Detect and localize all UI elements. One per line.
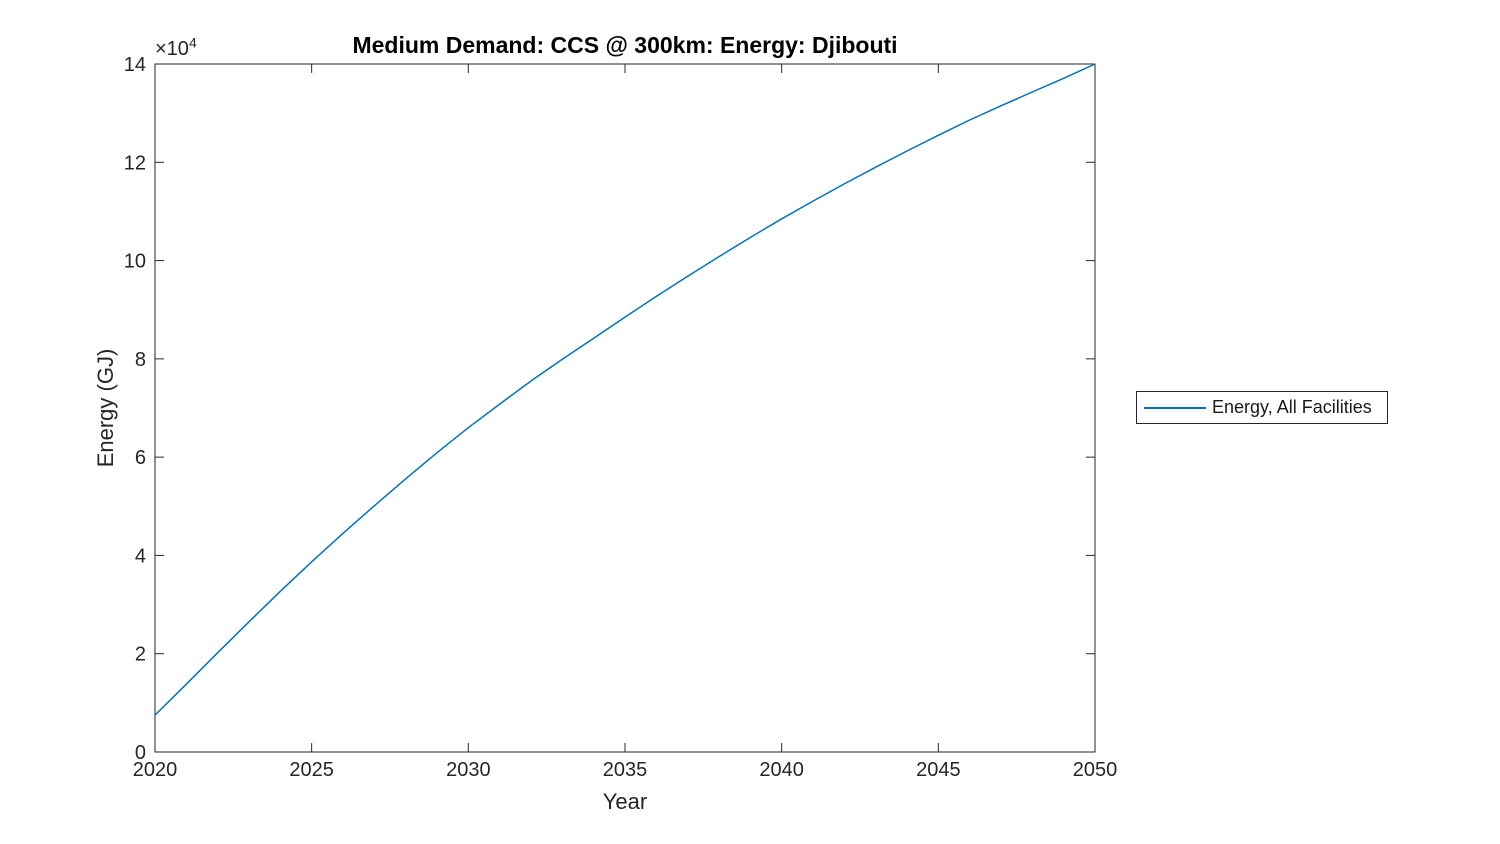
- legend-line-sample-icon: [1144, 406, 1206, 409]
- y-axis-multiplier-base: ×10: [155, 38, 189, 60]
- chart-title: Medium Demand: CCS @ 300km: Energy: Djib…: [352, 32, 898, 58]
- x-tick-label: 2045: [916, 759, 961, 781]
- x-tick-label: 2025: [289, 759, 334, 781]
- series-line-energy-all-facilities: [154, 63, 1096, 716]
- y-tick-label: 4: [135, 545, 146, 567]
- y-tick-label: 14: [124, 54, 146, 76]
- x-tick-label: 2040: [759, 759, 804, 781]
- axes-box: [154, 63, 1096, 753]
- x-tick-label: 2020: [133, 759, 178, 781]
- y-tick-label: 10: [124, 251, 146, 273]
- y-axis-multiplier-exponent: 4: [188, 34, 197, 51]
- y-tick-label: 6: [135, 447, 146, 469]
- y-tick-label: 12: [124, 152, 146, 174]
- x-tick-label: 2030: [446, 759, 491, 781]
- y-tick-label: 0: [135, 742, 146, 764]
- y-tick-label: 2: [135, 644, 146, 666]
- x-axis-label: Year: [602, 789, 648, 814]
- x-tick-label: 2035: [603, 759, 648, 781]
- legend-entry-label: Energy, All Facilities: [1212, 397, 1372, 417]
- y-tick-label: 8: [135, 349, 146, 371]
- y-axis-label: Energy (GJ): [93, 348, 118, 468]
- x-tick-label: 2050: [1073, 759, 1118, 781]
- y-axis-multiplier: ×104: [155, 35, 197, 61]
- legend-box: Energy, All Facilities: [1136, 391, 1388, 424]
